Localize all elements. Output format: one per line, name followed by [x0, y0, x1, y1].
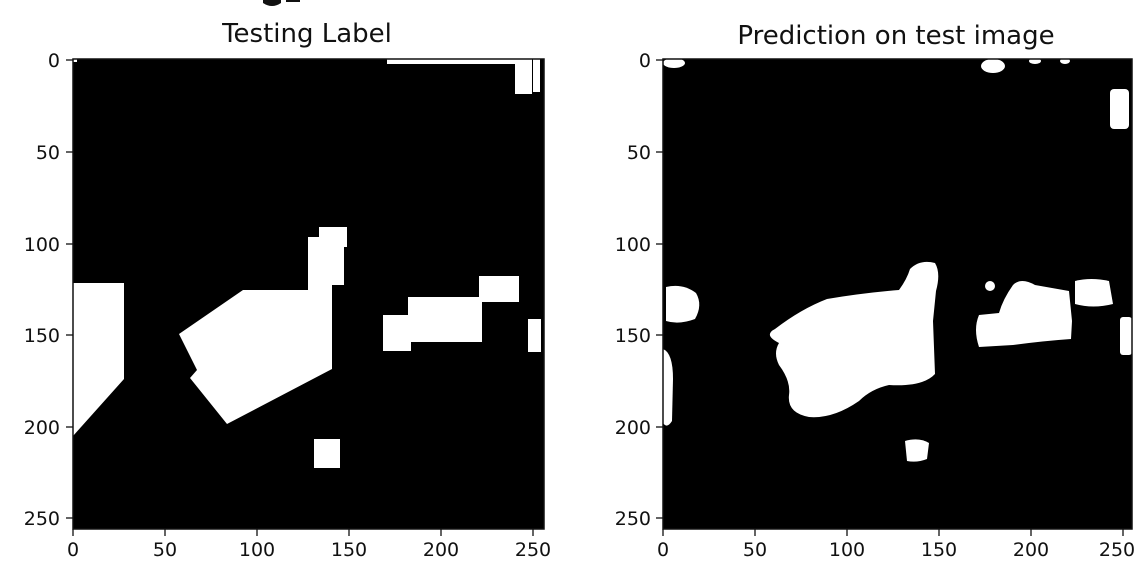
y-tick-label: 50 [627, 142, 651, 164]
label-region [73, 283, 124, 436]
axes-frame [72, 58, 545, 530]
label-region [383, 276, 519, 351]
x-tick: 250 [1099, 529, 1135, 561]
y-tick-label: 250 [24, 508, 60, 530]
prediction-region [663, 349, 673, 426]
y-tick-label: 150 [24, 325, 60, 347]
prediction-region [1075, 279, 1113, 307]
prediction-region [1120, 317, 1132, 355]
testing-label-panel: Testing Label 0 [24, 19, 551, 561]
y-tick: 50 [36, 142, 73, 164]
x-tick-label: 0 [67, 539, 79, 561]
label-region [73, 59, 77, 62]
cut-off-heading [263, 0, 300, 6]
x-tick: 100 [829, 529, 865, 561]
prediction-region [666, 285, 700, 323]
y-tick-label: 50 [36, 142, 60, 164]
label-region [179, 227, 347, 424]
prediction-region [1110, 89, 1129, 129]
prediction-region [663, 58, 685, 68]
x-tick: 150 [331, 529, 367, 561]
x-tick-label: 0 [657, 539, 669, 561]
y-axis: 0 50 100 150 200 250 [24, 50, 73, 530]
prediction-region [981, 59, 1005, 73]
prediction-region [985, 281, 995, 291]
label-region [528, 319, 541, 352]
x-tick-label: 200 [423, 539, 459, 561]
y-tick-label: 150 [615, 325, 651, 347]
x-tick: 150 [921, 529, 957, 561]
y-tick: 200 [615, 417, 663, 439]
label-region [533, 59, 540, 92]
y-tick-label: 250 [615, 508, 651, 530]
x-tick: 250 [515, 529, 551, 561]
x-tick-label: 250 [1099, 539, 1135, 561]
testing-label-image [72, 58, 545, 530]
x-tick: 50 [743, 529, 767, 561]
x-tick-label: 100 [829, 539, 865, 561]
x-tick: 100 [239, 529, 275, 561]
y-tick: 100 [615, 234, 663, 256]
label-region [319, 227, 347, 247]
x-axis: 0 50 100 150 200 250 [67, 529, 551, 561]
label-region [314, 439, 340, 468]
y-tick-label: 100 [615, 234, 651, 256]
prediction-region [905, 439, 929, 462]
x-tick-label: 50 [743, 539, 767, 561]
y-tick-label: 100 [24, 234, 60, 256]
label-region [515, 64, 532, 94]
x-tick-label: 200 [1013, 539, 1049, 561]
x-tick: 200 [1013, 529, 1049, 561]
label-region [387, 59, 532, 64]
panel-title: Prediction on test image [737, 21, 1054, 51]
y-axis: 0 50 100 150 200 250 [615, 50, 663, 530]
y-tick: 0 [639, 50, 663, 72]
x-tick: 50 [153, 529, 177, 561]
prediction-region [976, 281, 1072, 347]
x-tick-label: 100 [239, 539, 275, 561]
y-tick: 150 [615, 325, 663, 347]
prediction-image [662, 58, 1133, 530]
label-regions [73, 59, 541, 468]
panel-title: Testing Label [221, 19, 392, 49]
y-tick: 250 [615, 508, 663, 530]
y-tick: 250 [24, 508, 73, 530]
y-tick-label: 200 [615, 417, 651, 439]
x-tick: 200 [423, 529, 459, 561]
y-tick-label: 0 [48, 50, 60, 72]
y-tick: 0 [48, 50, 73, 72]
prediction-panel: Prediction on test image [615, 21, 1135, 561]
prediction-regions [663, 58, 1132, 462]
prediction-region [769, 261, 939, 418]
y-tick-label: 0 [639, 50, 651, 72]
x-tick-label: 150 [331, 539, 367, 561]
y-tick: 50 [627, 142, 663, 164]
x-tick-label: 50 [153, 539, 177, 561]
axes-frame [662, 58, 1133, 530]
x-tick-label: 150 [921, 539, 957, 561]
x-axis: 0 50 100 150 200 250 [657, 529, 1135, 561]
y-tick: 150 [24, 325, 73, 347]
x-tick: 0 [67, 529, 79, 561]
y-tick-label: 200 [24, 417, 60, 439]
x-tick: 0 [657, 529, 669, 561]
y-tick: 100 [24, 234, 73, 256]
x-tick-label: 250 [515, 539, 551, 561]
y-tick: 200 [24, 417, 73, 439]
